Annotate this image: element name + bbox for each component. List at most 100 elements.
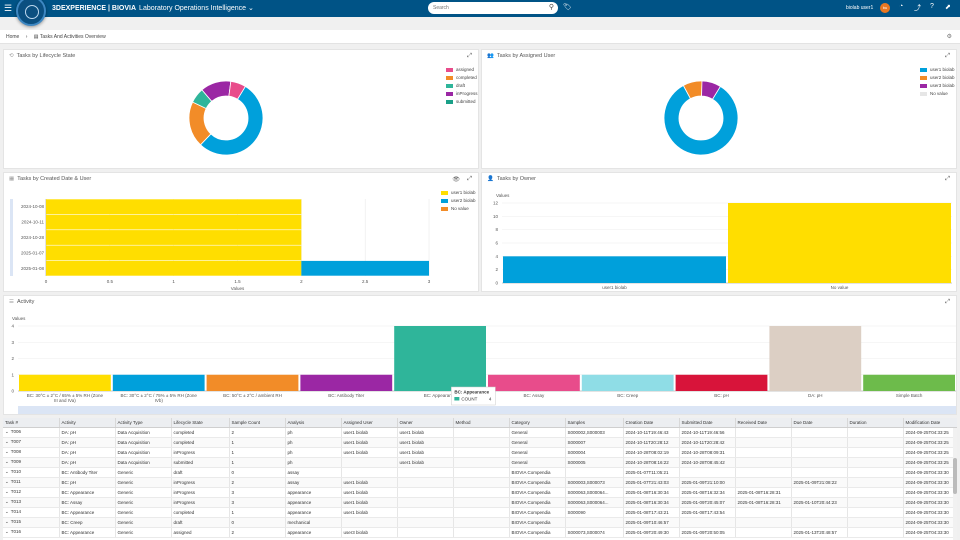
table-cell xyxy=(397,497,454,508)
column-header[interactable]: Due Date xyxy=(791,418,848,428)
notification-icon[interactable]: ◔ xyxy=(899,3,904,10)
table-scrollbar[interactable] xyxy=(953,428,957,540)
legend-item[interactable]: No value xyxy=(441,206,476,214)
cell-value: 2025-01-07T11:05:21 xyxy=(625,469,669,475)
expand-icon[interactable]: ⤢ xyxy=(945,53,950,59)
column-header[interactable]: Modification Date xyxy=(903,418,957,428)
table-cell xyxy=(453,467,510,478)
search-input[interactable] xyxy=(433,3,543,13)
table-row[interactable]: ⌄ T013 BC: Assay Generic inProgress 3 appearan… xyxy=(3,497,957,508)
column-header[interactable]: Method xyxy=(453,418,510,428)
table-cell: completed xyxy=(171,437,230,448)
expand-row-icon[interactable]: ⌄ xyxy=(5,449,9,454)
table-cell: Generic xyxy=(115,527,172,538)
legend-item[interactable]: user2 biolab xyxy=(920,75,955,83)
share-icon[interactable]: ⤴ xyxy=(914,5,921,12)
expand-row-icon[interactable]: ⌄ xyxy=(5,459,9,464)
legend-item[interactable]: draft xyxy=(446,83,478,91)
user-name[interactable]: biolab user1 xyxy=(846,5,874,11)
expand-row-icon[interactable]: ⌄ xyxy=(5,469,9,474)
expand-row-icon[interactable]: ⌄ xyxy=(5,509,9,514)
expand-icon[interactable]: ⤢ xyxy=(945,176,950,182)
help-icon[interactable]: ? xyxy=(930,3,934,10)
column-header[interactable]: Samples xyxy=(565,418,624,428)
search-icon[interactable]: ⚲ xyxy=(548,4,554,11)
settings-icon[interactable]: ⚙ xyxy=(946,34,952,40)
table-cell: Data Acquisition xyxy=(115,427,172,438)
column-header[interactable]: Activity Type xyxy=(115,418,172,428)
column-header[interactable]: Assigned User xyxy=(341,418,398,428)
table-row[interactable]: ⌄ T009 DA: pH Data Acquisition submitted 1 ph u… xyxy=(3,457,957,468)
app-brand[interactable]: 3DEXPERIENCE | BIOVIA Laboratory Operatio… xyxy=(52,4,254,12)
expand-row-icon[interactable]: ⌄ xyxy=(5,489,9,494)
column-header[interactable]: Received Date xyxy=(735,418,792,428)
expand-row-icon[interactable]: ⌄ xyxy=(5,439,9,444)
brand-label: 3DEXPERIENCE | BIOVIA xyxy=(52,5,137,12)
column-header[interactable]: Lifecycle State xyxy=(171,418,230,428)
cell-value: completed xyxy=(173,439,195,445)
table-cell: BC: Appearance xyxy=(59,527,116,538)
column-header[interactable]: Sample Count xyxy=(229,418,286,428)
menu-icon[interactable]: ☰ xyxy=(4,3,13,13)
table-row[interactable]: ⌄ T007 DA: pH Data Acquisition completed 1 ph u… xyxy=(3,437,957,448)
column-header[interactable]: Submitted Date xyxy=(679,418,736,428)
cell-value: appearance xyxy=(287,509,312,515)
table-cell: 2024-09-25T04:33:25 xyxy=(903,457,957,468)
table-cell: Generic xyxy=(115,487,172,498)
column-header[interactable]: Creation Date xyxy=(623,418,680,428)
y-tick-label: 0 xyxy=(495,281,498,286)
table-row[interactable]: ⌄ T016 BC: Appearance Generic assigned 2 appea… xyxy=(3,527,957,538)
column-header[interactable]: Duration xyxy=(847,418,904,428)
tag-icon[interactable]: 🏷 xyxy=(563,4,572,11)
legend-item[interactable]: user2 biolab xyxy=(441,198,476,206)
table-cell xyxy=(453,517,510,528)
table-row[interactable]: ⌄ T014 BC: Appearance Generic completed 1 appe… xyxy=(3,507,957,518)
table-row[interactable]: ⌄ T010 BC: Antibody Titer Generic draft 0 assa… xyxy=(3,467,957,478)
table-cell: S000003,S000073 xyxy=(565,477,624,488)
cell-value: 2024-10-28T08:45:42 xyxy=(681,459,725,465)
expand-row-icon[interactable]: ⌄ xyxy=(5,529,9,534)
search-box[interactable]: ⚲ xyxy=(428,2,558,14)
legend-item[interactable]: submitted xyxy=(446,99,478,107)
table-row[interactable]: ⌄ T011 BC: pH Generic inProgress 2 assay user1 … xyxy=(3,477,957,488)
table-row[interactable]: ⌄ T015 BC: Creep Generic draft 0 mechanical BIO… xyxy=(3,517,957,528)
expand-row-icon[interactable]: ⌄ xyxy=(5,499,9,504)
expand-icon[interactable]: ⤢ xyxy=(467,176,472,182)
expand-icon[interactable]: ⤢ xyxy=(467,53,472,59)
legend-item[interactable]: assigned xyxy=(446,67,478,75)
column-header[interactable]: Activity xyxy=(59,418,116,428)
column-header[interactable]: Analysis xyxy=(285,418,342,428)
expand-row-icon[interactable]: ⌄ xyxy=(5,519,9,524)
table-cell: 2025-01-07T21:43:03 xyxy=(623,477,680,488)
created-date-legend: user1 biolab user2 biolab No value xyxy=(441,190,476,214)
table-row[interactable]: ⌄ T006 DA: pH Data Acquisition completed 2 ph u… xyxy=(3,427,957,438)
legend-item[interactable]: inProgress xyxy=(446,91,478,99)
expand-row-icon[interactable]: ⌄ xyxy=(5,479,9,484)
table-cell: ⌄ T011 xyxy=(3,477,60,488)
expand-icon[interactable]: ⤢ xyxy=(945,299,950,305)
expand-row-icon[interactable]: ⌄ xyxy=(5,429,9,434)
legend-item[interactable]: user1 biolab xyxy=(441,190,476,198)
table-row[interactable]: ⌄ T012 BC: Appearance Generic inProgress 3 app… xyxy=(3,487,957,498)
compass-nav-icon[interactable]: ⬈ xyxy=(945,4,951,11)
cell-value: user1 biolab xyxy=(399,459,425,465)
legend-swatch xyxy=(446,91,453,96)
panel-title-created: ▦ Tasks by Created Date & User xyxy=(9,176,91,182)
column-header[interactable]: Task # xyxy=(3,418,60,428)
table-cell: General xyxy=(509,457,566,468)
legend-item[interactable]: user3 biolab xyxy=(920,83,955,91)
avatar[interactable]: bu xyxy=(880,3,890,13)
legend-item[interactable]: No value xyxy=(920,91,955,99)
app-name[interactable]: Laboratory Operations Intelligence ⌄ xyxy=(139,5,254,12)
visibility-icon[interactable]: 👁 xyxy=(452,177,460,183)
legend-item[interactable]: completed xyxy=(446,75,478,83)
table-row[interactable]: ⌄ T008 DA: pH Data Acquisition inProgress 1 ph… xyxy=(3,447,957,458)
compass-icon[interactable] xyxy=(16,0,46,26)
table-cell: draft xyxy=(171,467,230,478)
legend-item[interactable]: user1 biolab xyxy=(920,67,955,75)
panel-assigned-user: 👥 Tasks by Assigned User ⤢ user1 biolab us… xyxy=(481,49,957,169)
column-header[interactable]: Category xyxy=(509,418,566,428)
cell-value: mechanical xyxy=(287,519,311,525)
breadcrumb-home[interactable]: Home xyxy=(6,34,20,40)
column-header[interactable]: Owner xyxy=(397,418,454,428)
